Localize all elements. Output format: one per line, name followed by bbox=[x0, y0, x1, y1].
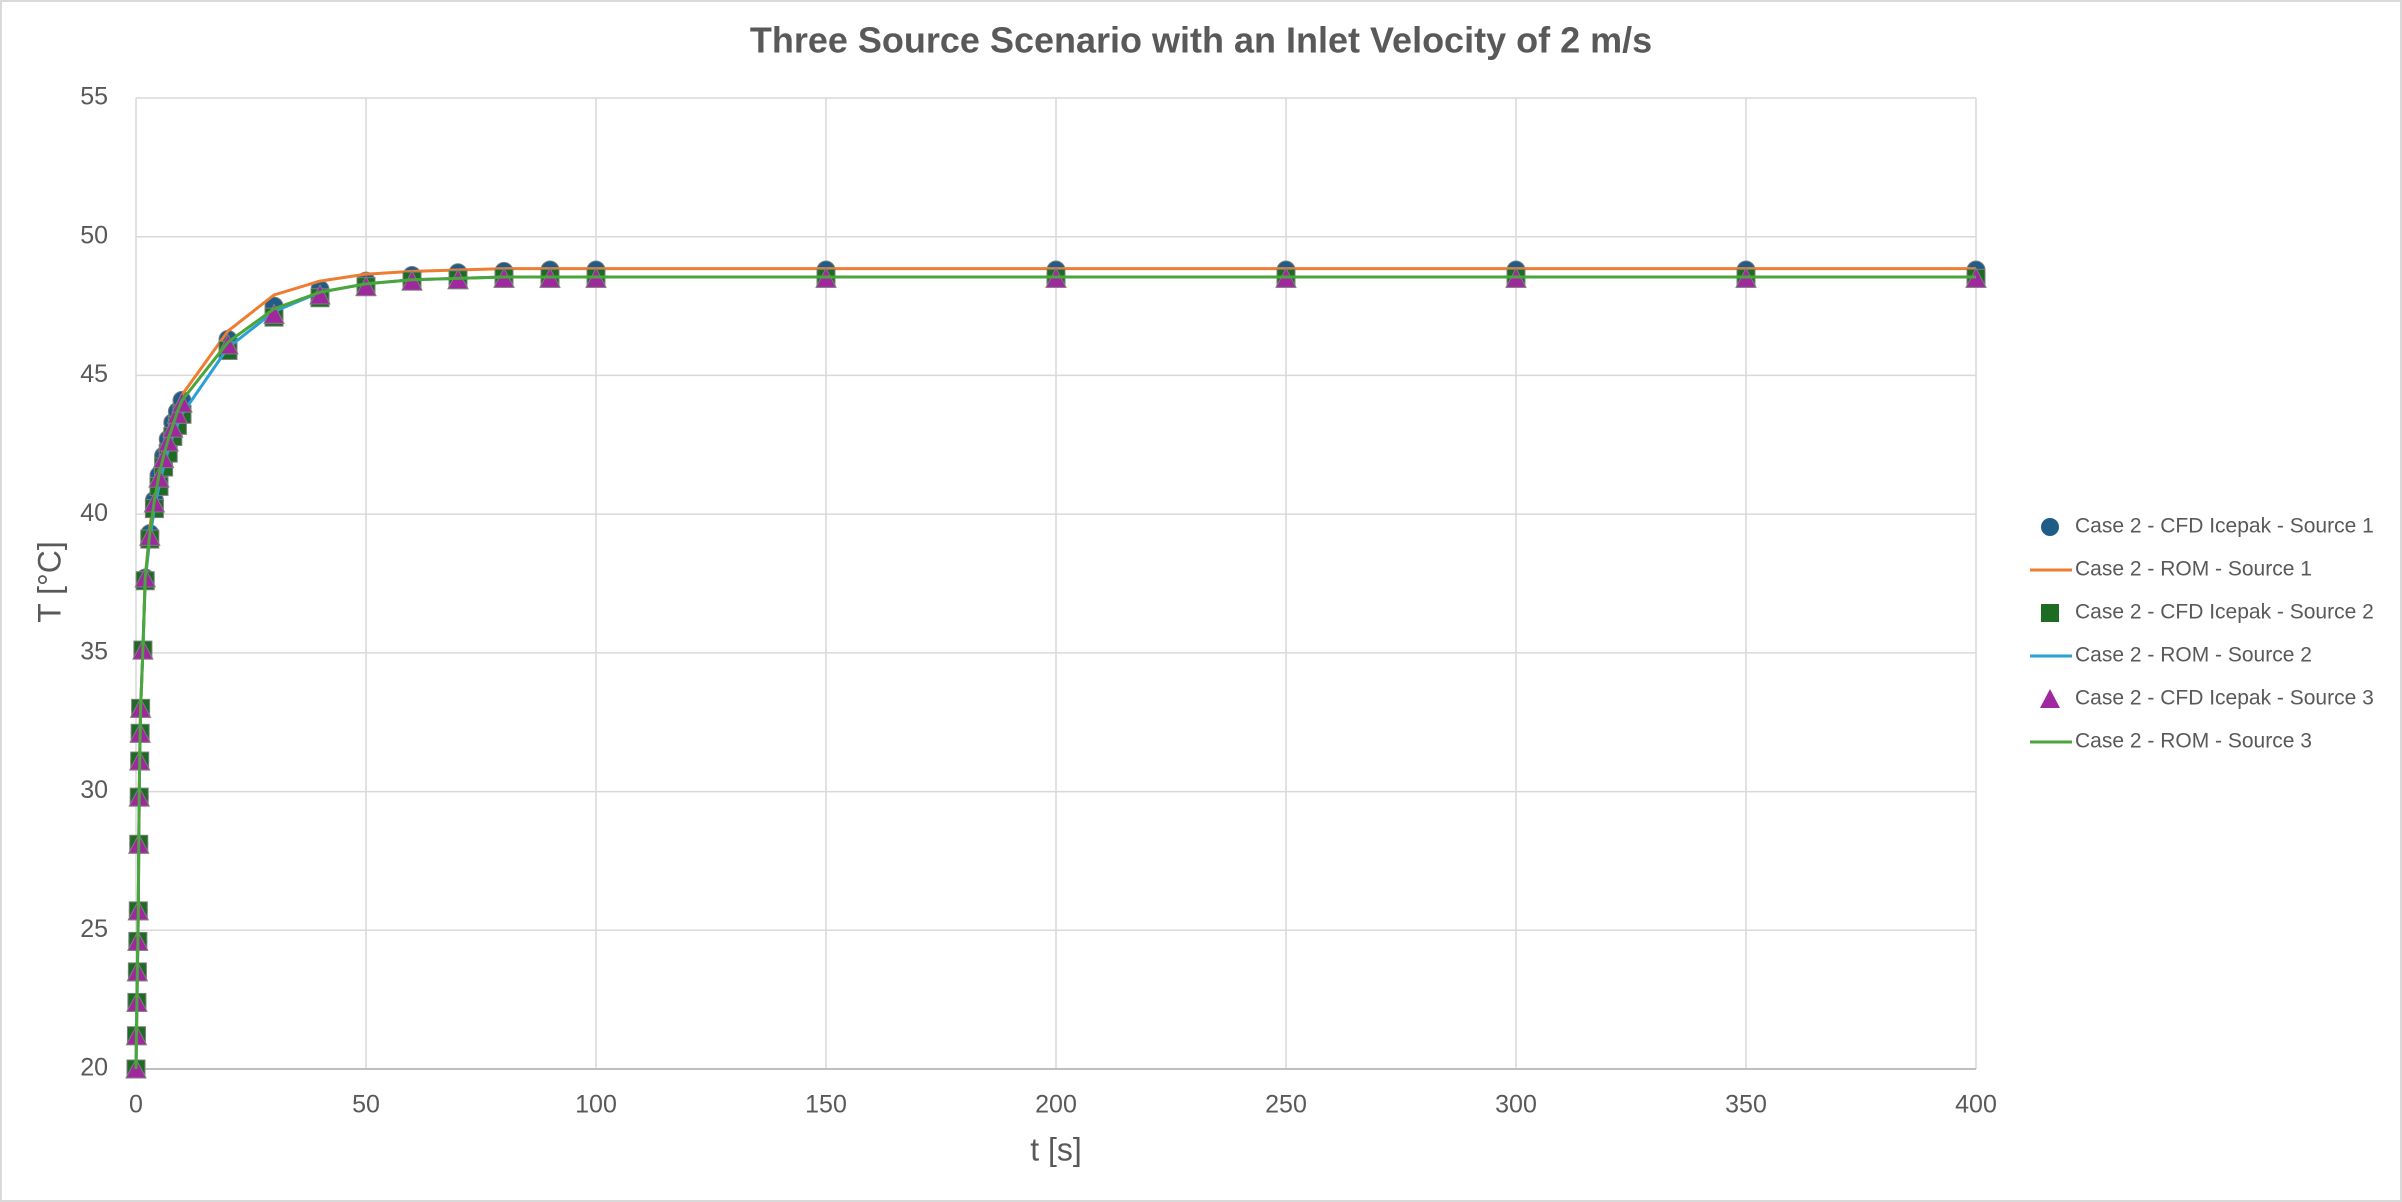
y-axis-title: T [°C] bbox=[31, 541, 67, 623]
y-tick-label: 50 bbox=[80, 221, 108, 249]
legend-label: Case 2 - ROM - Source 1 bbox=[2075, 558, 2312, 581]
x-tick-label: 100 bbox=[575, 1091, 617, 1119]
x-tick-label: 50 bbox=[352, 1091, 380, 1119]
x-tick-label: 300 bbox=[1495, 1091, 1537, 1119]
x-tick-label: 350 bbox=[1725, 1091, 1767, 1119]
y-tick-label: 40 bbox=[80, 499, 108, 527]
chart-title: Three Source Scenario with an Inlet Velo… bbox=[750, 20, 1652, 61]
x-axis-title: t [s] bbox=[1030, 1131, 1082, 1167]
y-tick-label: 20 bbox=[80, 1054, 108, 1082]
x-tick-label: 250 bbox=[1265, 1091, 1307, 1119]
legend-label: Case 2 - CFD Icepak - Source 3 bbox=[2075, 687, 2374, 710]
y-tick-label: 30 bbox=[80, 776, 108, 804]
x-tick-label: 150 bbox=[805, 1091, 847, 1119]
legend-label: Case 2 - CFD Icepak - Source 1 bbox=[2075, 515, 2374, 538]
y-tick-label: 35 bbox=[80, 637, 108, 665]
x-tick-label: 200 bbox=[1035, 1091, 1077, 1119]
legend-label: Case 2 - ROM - Source 3 bbox=[2075, 730, 2312, 753]
legend-label: Case 2 - ROM - Source 2 bbox=[2075, 644, 2312, 667]
legend-swatch bbox=[2041, 604, 2059, 622]
y-tick-label: 55 bbox=[80, 83, 108, 111]
legend-swatch bbox=[2041, 518, 2059, 536]
y-tick-label: 25 bbox=[80, 915, 108, 943]
x-tick-label: 400 bbox=[1955, 1091, 1997, 1119]
legend-label: Case 2 - CFD Icepak - Source 2 bbox=[2075, 601, 2374, 624]
x-tick-label: 0 bbox=[129, 1091, 143, 1119]
legend-swatch bbox=[2040, 689, 2060, 708]
series-line bbox=[134, 275, 1976, 1070]
y-tick-label: 45 bbox=[80, 360, 108, 388]
